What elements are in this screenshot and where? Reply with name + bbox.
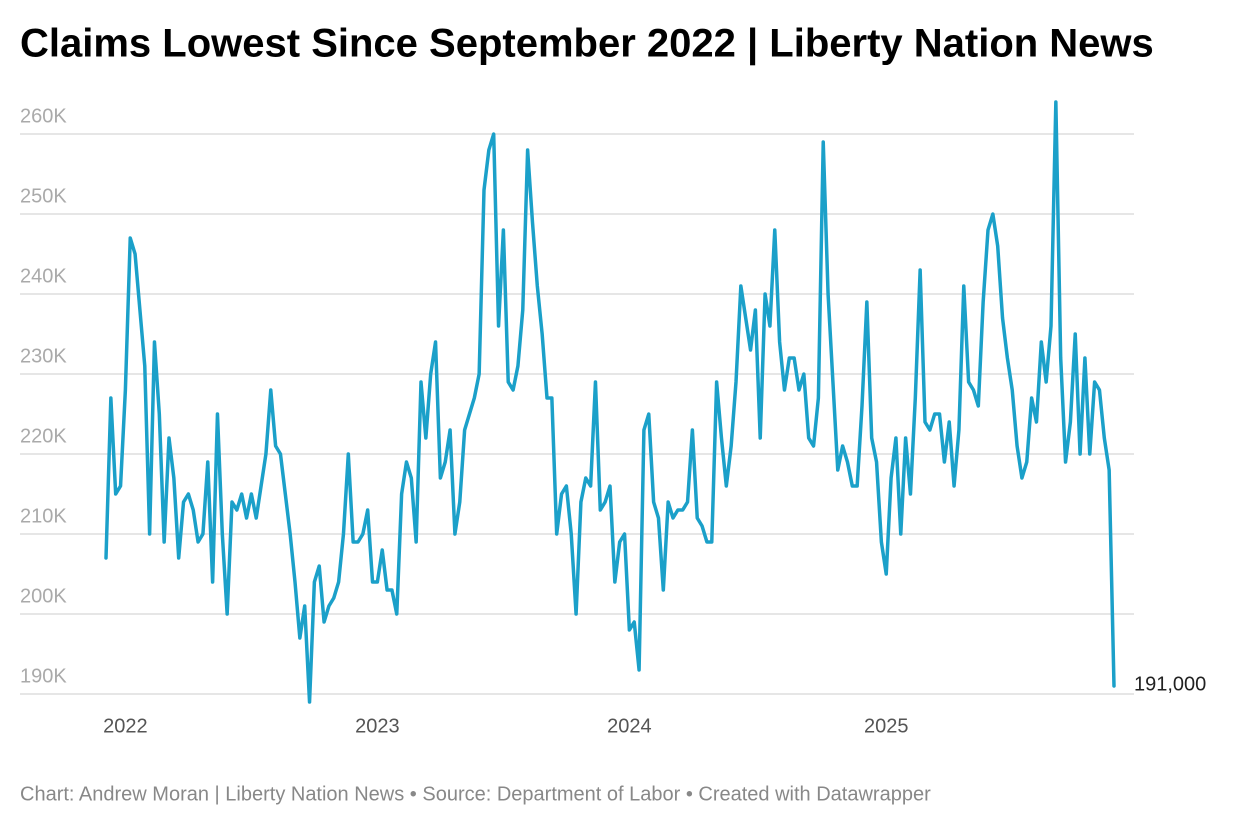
x-tick-label: 2025 (864, 715, 909, 737)
y-tick-label: 220K (20, 425, 67, 447)
chart-title: Claims Lowest Since September 2022 | Lib… (20, 22, 1154, 66)
y-tick-label: 250K (20, 185, 67, 207)
data-line (104, 100, 1116, 704)
y-tick-label: 230K (20, 345, 67, 367)
source-note: Chart: Andrew Moran | Liberty Nation New… (20, 783, 931, 805)
x-tick-label: 2022 (103, 715, 148, 737)
y-tick-label: 260K (20, 105, 67, 127)
y-tick-label: 190K (20, 665, 67, 687)
y-tick-label: 200K (20, 585, 67, 607)
y-tick-label: 240K (20, 265, 67, 287)
x-tick-label: 2024 (607, 715, 652, 737)
x-tick-label: 2023 (355, 715, 400, 737)
y-tick-label: 210K (20, 505, 67, 527)
end-value-label: 191,000 (1134, 673, 1206, 695)
